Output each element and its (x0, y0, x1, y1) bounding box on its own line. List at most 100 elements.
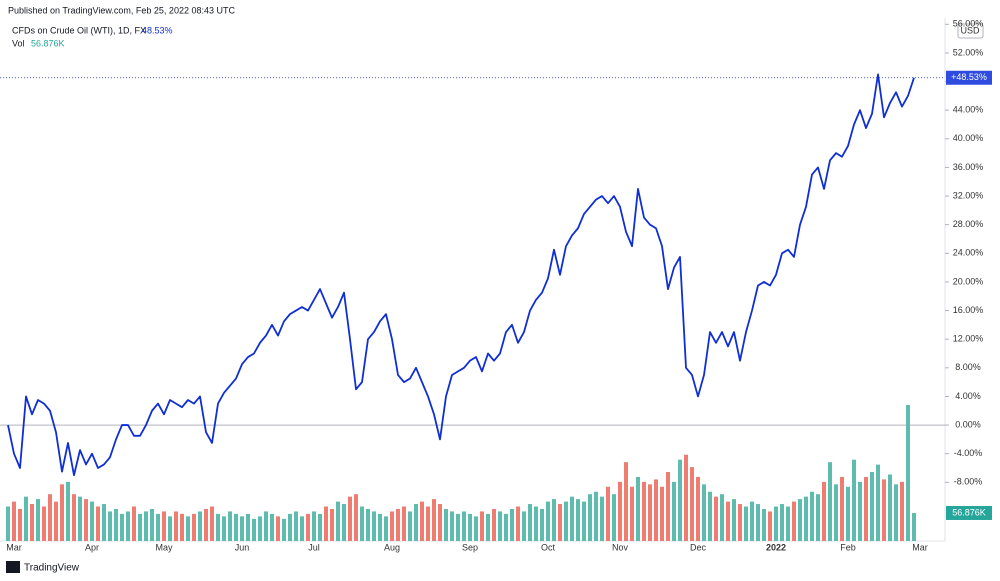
x-tick-label: Mar (912, 542, 928, 552)
volume-bar (786, 506, 790, 541)
volume-bar (444, 508, 448, 541)
volume-bar (702, 484, 706, 541)
volume-bar (120, 513, 124, 541)
volume-bar (810, 491, 814, 541)
volume-bar (450, 511, 454, 541)
volume-bar (492, 508, 496, 541)
volume-bar (498, 511, 502, 541)
volume-bar (12, 501, 16, 541)
volume-bar (672, 481, 676, 541)
volume-bar (906, 405, 910, 541)
brand: TradingView (24, 563, 80, 574)
x-tick-label: Dec (690, 542, 707, 552)
currency-box (957, 23, 984, 39)
x-tick-label: Nov (612, 542, 629, 552)
volume-bar (360, 506, 364, 541)
legend-value: 48.53% (142, 25, 173, 35)
y-tick-label: 56.00% (953, 19, 984, 29)
y-tick-label: 28.00% (953, 219, 984, 229)
volume-bar (156, 513, 160, 541)
volume-bar (36, 499, 40, 541)
volume-bar (6, 506, 10, 541)
volume-bar (240, 516, 244, 541)
volume-bar (264, 511, 268, 541)
volume-bar (648, 484, 652, 541)
volume-bar (408, 511, 412, 541)
x-tick-label: Oct (541, 542, 556, 552)
volume-bar (708, 491, 712, 541)
x-tick-label: Jul (308, 542, 320, 552)
volume-bar (378, 513, 382, 541)
volume-bar (522, 511, 526, 541)
volume-bar (834, 484, 838, 541)
volume-bar (198, 511, 202, 541)
volume-bar (870, 472, 874, 541)
volume-bar (366, 508, 370, 541)
volume-bar (144, 511, 148, 541)
volume-bar (588, 494, 592, 541)
volume-bar (48, 494, 52, 541)
volume-bar (774, 506, 778, 541)
volume-bar (282, 518, 286, 541)
volume-bar (390, 511, 394, 541)
y-tick-label: 52.00% (953, 47, 984, 57)
x-tick-label: Aug (384, 542, 400, 552)
volume-bar (606, 486, 610, 541)
volume-bar (846, 486, 850, 541)
volume-bar (822, 481, 826, 541)
x-tick-label: Feb (840, 542, 856, 552)
volume-bar (570, 496, 574, 541)
volume-bar (666, 472, 670, 541)
volume-bar (114, 508, 118, 541)
x-tick-label: Mar (6, 542, 22, 552)
price-line (7, 73, 915, 477)
volume-bar (534, 506, 538, 541)
volume-bar (168, 516, 172, 541)
volume-bar (678, 459, 682, 541)
y-tick-label: -4.00% (954, 448, 983, 458)
volume-bar (858, 481, 862, 541)
y-tick-label: 12.00% (953, 334, 984, 344)
volume-bar (90, 501, 94, 541)
volume-bar (288, 513, 292, 541)
volume-bar (228, 511, 232, 541)
volume-bar (864, 476, 868, 541)
y-tick-label: -8.00% (954, 477, 983, 487)
volume-bar (438, 504, 442, 541)
volume-bar (504, 513, 508, 541)
price-tag: +48.53% (951, 72, 987, 82)
volume-bar (318, 513, 322, 541)
volume-bar (420, 501, 424, 541)
volume-bar (294, 511, 298, 541)
volume-bar (384, 516, 388, 541)
volume-bar (726, 501, 730, 541)
volume-bar (618, 481, 622, 541)
volume-bar (72, 494, 76, 541)
volume-bar (348, 496, 352, 541)
volume-bar (126, 511, 130, 541)
volume-bar (600, 496, 604, 541)
x-tick-label: Jun (235, 542, 250, 552)
volume-bar (468, 513, 472, 541)
volume-bar (660, 486, 664, 541)
volume-bar (222, 516, 226, 541)
volume-bar (54, 501, 58, 541)
volume-bar (102, 504, 106, 541)
volume-bar (252, 518, 256, 541)
volume-bar (564, 501, 568, 541)
currency: USD (960, 25, 980, 35)
volume-tag: 56.876K (952, 507, 986, 517)
volume-bar (210, 506, 214, 541)
volume-bar (192, 513, 196, 541)
publish-header: Published on TradingView.com, Feb 25, 20… (8, 5, 235, 15)
volume-bar (138, 513, 142, 541)
volume-bar (576, 499, 580, 541)
volume-bar (540, 508, 544, 541)
volume-bar (132, 506, 136, 541)
volume-bar (582, 501, 586, 541)
volume-bar (642, 481, 646, 541)
volume-bar (108, 511, 112, 541)
volume-bar (258, 516, 262, 541)
x-tick-label: Apr (85, 542, 99, 552)
